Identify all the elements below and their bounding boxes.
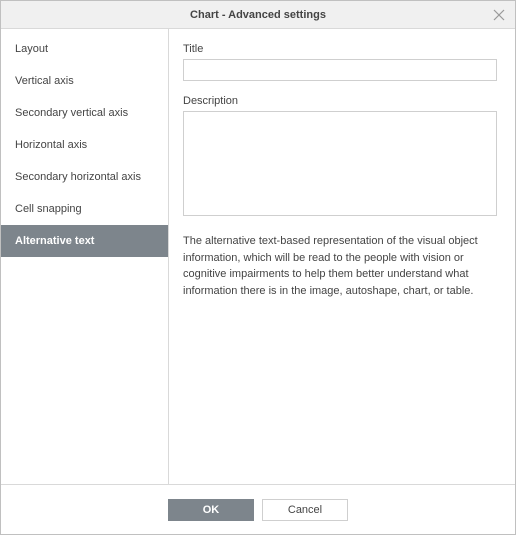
sidebar-item-secondary-vertical-axis[interactable]: Secondary vertical axis bbox=[1, 97, 168, 129]
sidebar-item-secondary-horizontal-axis[interactable]: Secondary horizontal axis bbox=[1, 161, 168, 193]
description-input[interactable] bbox=[183, 111, 497, 216]
ok-button[interactable]: OK bbox=[168, 499, 254, 521]
dialog-title: Chart - Advanced settings bbox=[190, 9, 326, 21]
title-label: Title bbox=[183, 43, 497, 55]
help-text: The alternative text-based representatio… bbox=[183, 233, 497, 299]
dialog-body: Layout Vertical axis Secondary vertical … bbox=[1, 29, 515, 484]
sidebar-item-vertical-axis[interactable]: Vertical axis bbox=[1, 65, 168, 97]
title-input[interactable] bbox=[183, 59, 497, 81]
sidebar: Layout Vertical axis Secondary vertical … bbox=[1, 29, 169, 484]
sidebar-item-alternative-text[interactable]: Alternative text bbox=[1, 225, 168, 257]
titlebar: Chart - Advanced settings bbox=[1, 1, 515, 29]
cancel-button[interactable]: Cancel bbox=[262, 499, 348, 521]
footer: OK Cancel bbox=[1, 484, 515, 534]
sidebar-item-horizontal-axis[interactable]: Horizontal axis bbox=[1, 129, 168, 161]
dialog: Chart - Advanced settings Layout Vertica… bbox=[0, 0, 516, 535]
close-button[interactable] bbox=[489, 5, 509, 25]
content-panel: Title Description The alternative text-b… bbox=[169, 29, 515, 484]
close-icon bbox=[493, 9, 505, 21]
sidebar-item-cell-snapping[interactable]: Cell snapping bbox=[1, 193, 168, 225]
title-field-group: Title bbox=[183, 43, 497, 81]
description-field-group: Description bbox=[183, 95, 497, 219]
sidebar-item-layout[interactable]: Layout bbox=[1, 33, 168, 65]
description-label: Description bbox=[183, 95, 497, 107]
